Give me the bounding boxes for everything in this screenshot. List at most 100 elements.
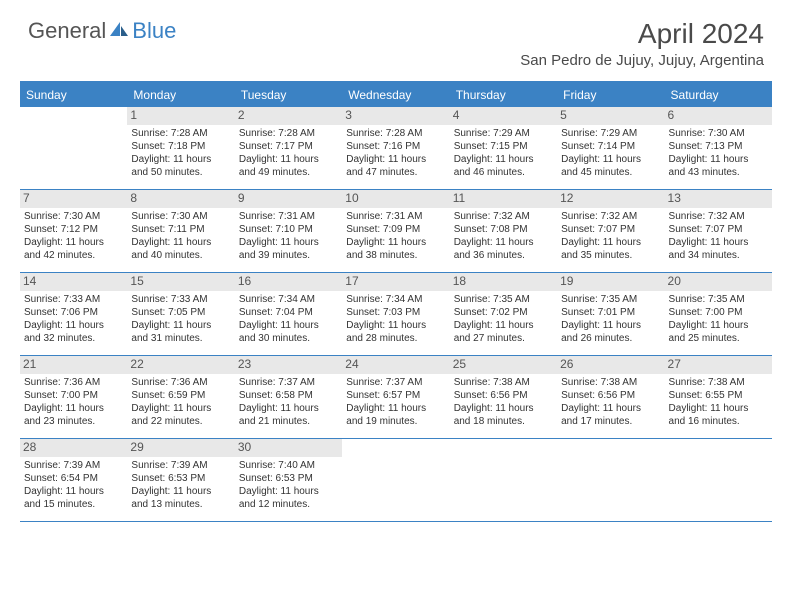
sunset-line: Sunset: 7:15 PM <box>454 140 553 153</box>
sunrise-line: Sunrise: 7:32 AM <box>561 210 660 223</box>
sunset-line: Sunset: 7:00 PM <box>669 306 768 319</box>
daylight-line-2: and 49 minutes. <box>239 166 338 179</box>
day-number: 21 <box>20 356 127 374</box>
sunset-line: Sunset: 6:58 PM <box>239 389 338 402</box>
sunrise-line: Sunrise: 7:37 AM <box>239 376 338 389</box>
daylight-line-2: and 34 minutes. <box>669 249 768 262</box>
daylight-line-2: and 31 minutes. <box>131 332 230 345</box>
day-number: 18 <box>450 273 557 291</box>
sunrise-line: Sunrise: 7:28 AM <box>131 127 230 140</box>
sunset-line: Sunset: 6:56 PM <box>454 389 553 402</box>
day-number: 29 <box>127 439 234 457</box>
day-number: 26 <box>557 356 664 374</box>
daylight-line-1: Daylight: 11 hours <box>669 153 768 166</box>
daylight-line-1: Daylight: 11 hours <box>669 402 768 415</box>
sunset-line: Sunset: 7:11 PM <box>131 223 230 236</box>
sunset-line: Sunset: 6:53 PM <box>239 472 338 485</box>
day-cell: 22Sunrise: 7:36 AMSunset: 6:59 PMDayligh… <box>127 356 234 438</box>
logo-sail-icon <box>108 20 130 43</box>
daylight-line-1: Daylight: 11 hours <box>239 402 338 415</box>
weekday-header: Monday <box>127 83 234 107</box>
sunrise-line: Sunrise: 7:34 AM <box>239 293 338 306</box>
sunset-line: Sunset: 7:06 PM <box>24 306 123 319</box>
daylight-line-2: and 36 minutes. <box>454 249 553 262</box>
week-row: 7Sunrise: 7:30 AMSunset: 7:12 PMDaylight… <box>20 190 772 273</box>
day-cell: 7Sunrise: 7:30 AMSunset: 7:12 PMDaylight… <box>20 190 127 272</box>
daylight-line-2: and 45 minutes. <box>561 166 660 179</box>
day-number: 14 <box>20 273 127 291</box>
sunrise-line: Sunrise: 7:35 AM <box>454 293 553 306</box>
sunrise-line: Sunrise: 7:36 AM <box>131 376 230 389</box>
day-cell: 18 Sunrise: 7:35 AMSunset: 7:02 PMDayligh… <box>450 273 557 355</box>
sunrise-line: Sunrise: 7:32 AM <box>669 210 768 223</box>
sunset-line: Sunset: 6:56 PM <box>561 389 660 402</box>
sunset-line: Sunset: 7:14 PM <box>561 140 660 153</box>
day-number: 10 <box>342 190 449 208</box>
sunrise-line: Sunrise: 7:28 AM <box>239 127 338 140</box>
daylight-line-2: and 13 minutes. <box>131 498 230 511</box>
daylight-line-1: Daylight: 11 hours <box>561 319 660 332</box>
day-number: 13 <box>665 190 772 208</box>
day-cell <box>557 439 664 521</box>
day-cell: 27Sunrise: 7:38 AMSunset: 6:55 PMDayligh… <box>665 356 772 438</box>
day-cell: 9Sunrise: 7:31 AMSunset: 7:10 PMDaylight… <box>235 190 342 272</box>
daylight-line-1: Daylight: 11 hours <box>346 236 445 249</box>
day-cell: 20Sunrise: 7:35 AMSunset: 7:00 PMDayligh… <box>665 273 772 355</box>
sunset-line: Sunset: 7:13 PM <box>669 140 768 153</box>
weekday-header: Thursday <box>450 83 557 107</box>
sunset-line: Sunset: 7:04 PM <box>239 306 338 319</box>
day-cell: 13Sunrise: 7:32 AMSunset: 7:07 PMDayligh… <box>665 190 772 272</box>
week-row: 21Sunrise: 7:36 AMSunset: 7:00 PMDayligh… <box>20 356 772 439</box>
daylight-line-1: Daylight: 11 hours <box>669 319 768 332</box>
sunrise-line: Sunrise: 7:39 AM <box>24 459 123 472</box>
daylight-line-1: Daylight: 11 hours <box>454 153 553 166</box>
day-number: 12 <box>557 190 664 208</box>
daylight-line-1: Daylight: 11 hours <box>561 402 660 415</box>
sunrise-line: Sunrise: 7:32 AM <box>454 210 553 223</box>
sunrise-line: Sunrise: 7:31 AM <box>239 210 338 223</box>
logo-text-general: General <box>28 18 106 44</box>
day-number: 16 <box>235 273 342 291</box>
daylight-line-2: and 50 minutes. <box>131 166 230 179</box>
sunrise-line: Sunrise: 7:30 AM <box>669 127 768 140</box>
day-number: 15 <box>127 273 234 291</box>
calendar: SundayMondayTuesdayWednesdayThursdayFrid… <box>20 81 772 522</box>
daylight-line-1: Daylight: 11 hours <box>454 319 553 332</box>
daylight-line-1: Daylight: 11 hours <box>346 319 445 332</box>
daylight-line-2: and 39 minutes. <box>239 249 338 262</box>
daylight-line-1: Daylight: 11 hours <box>454 236 553 249</box>
day-cell <box>665 439 772 521</box>
daylight-line-1: Daylight: 11 hours <box>131 236 230 249</box>
daylight-line-2: and 21 minutes. <box>239 415 338 428</box>
day-cell: 21Sunrise: 7:36 AMSunset: 7:00 PMDayligh… <box>20 356 127 438</box>
day-number: 9 <box>235 190 342 208</box>
sunset-line: Sunset: 7:05 PM <box>131 306 230 319</box>
daylight-line-2: and 47 minutes. <box>346 166 445 179</box>
sunrise-line: Sunrise: 7:36 AM <box>24 376 123 389</box>
sunrise-line: Sunrise: 7:38 AM <box>454 376 553 389</box>
day-number: 11 <box>450 190 557 208</box>
day-cell: 4Sunrise: 7:29 AMSunset: 7:15 PMDaylight… <box>450 107 557 189</box>
sunset-line: Sunset: 7:07 PM <box>669 223 768 236</box>
day-cell: 5Sunrise: 7:29 AMSunset: 7:14 PMDaylight… <box>557 107 664 189</box>
day-cell: 26Sunrise: 7:38 AMSunset: 6:56 PMDayligh… <box>557 356 664 438</box>
day-cell: 24Sunrise: 7:37 AMSunset: 6:57 PMDayligh… <box>342 356 449 438</box>
daylight-line-1: Daylight: 11 hours <box>131 153 230 166</box>
day-cell <box>450 439 557 521</box>
daylight-line-1: Daylight: 11 hours <box>24 485 123 498</box>
sunrise-line: Sunrise: 7:29 AM <box>561 127 660 140</box>
weekday-header: Saturday <box>665 83 772 107</box>
sunrise-line: Sunrise: 7:37 AM <box>346 376 445 389</box>
sunrise-line: Sunrise: 7:40 AM <box>239 459 338 472</box>
daylight-line-2: and 35 minutes. <box>561 249 660 262</box>
day-number: 2 <box>235 107 342 125</box>
daylight-line-1: Daylight: 11 hours <box>454 402 553 415</box>
sunset-line: Sunset: 7:17 PM <box>239 140 338 153</box>
daylight-line-1: Daylight: 11 hours <box>131 319 230 332</box>
sunset-line: Sunset: 7:02 PM <box>454 306 553 319</box>
day-cell: 1Sunrise: 7:28 AMSunset: 7:18 PMDaylight… <box>127 107 234 189</box>
sunset-line: Sunset: 6:53 PM <box>131 472 230 485</box>
sunset-line: Sunset: 7:03 PM <box>346 306 445 319</box>
day-cell: 17Sunrise: 7:34 AMSunset: 7:03 PMDayligh… <box>342 273 449 355</box>
sunset-line: Sunset: 7:16 PM <box>346 140 445 153</box>
